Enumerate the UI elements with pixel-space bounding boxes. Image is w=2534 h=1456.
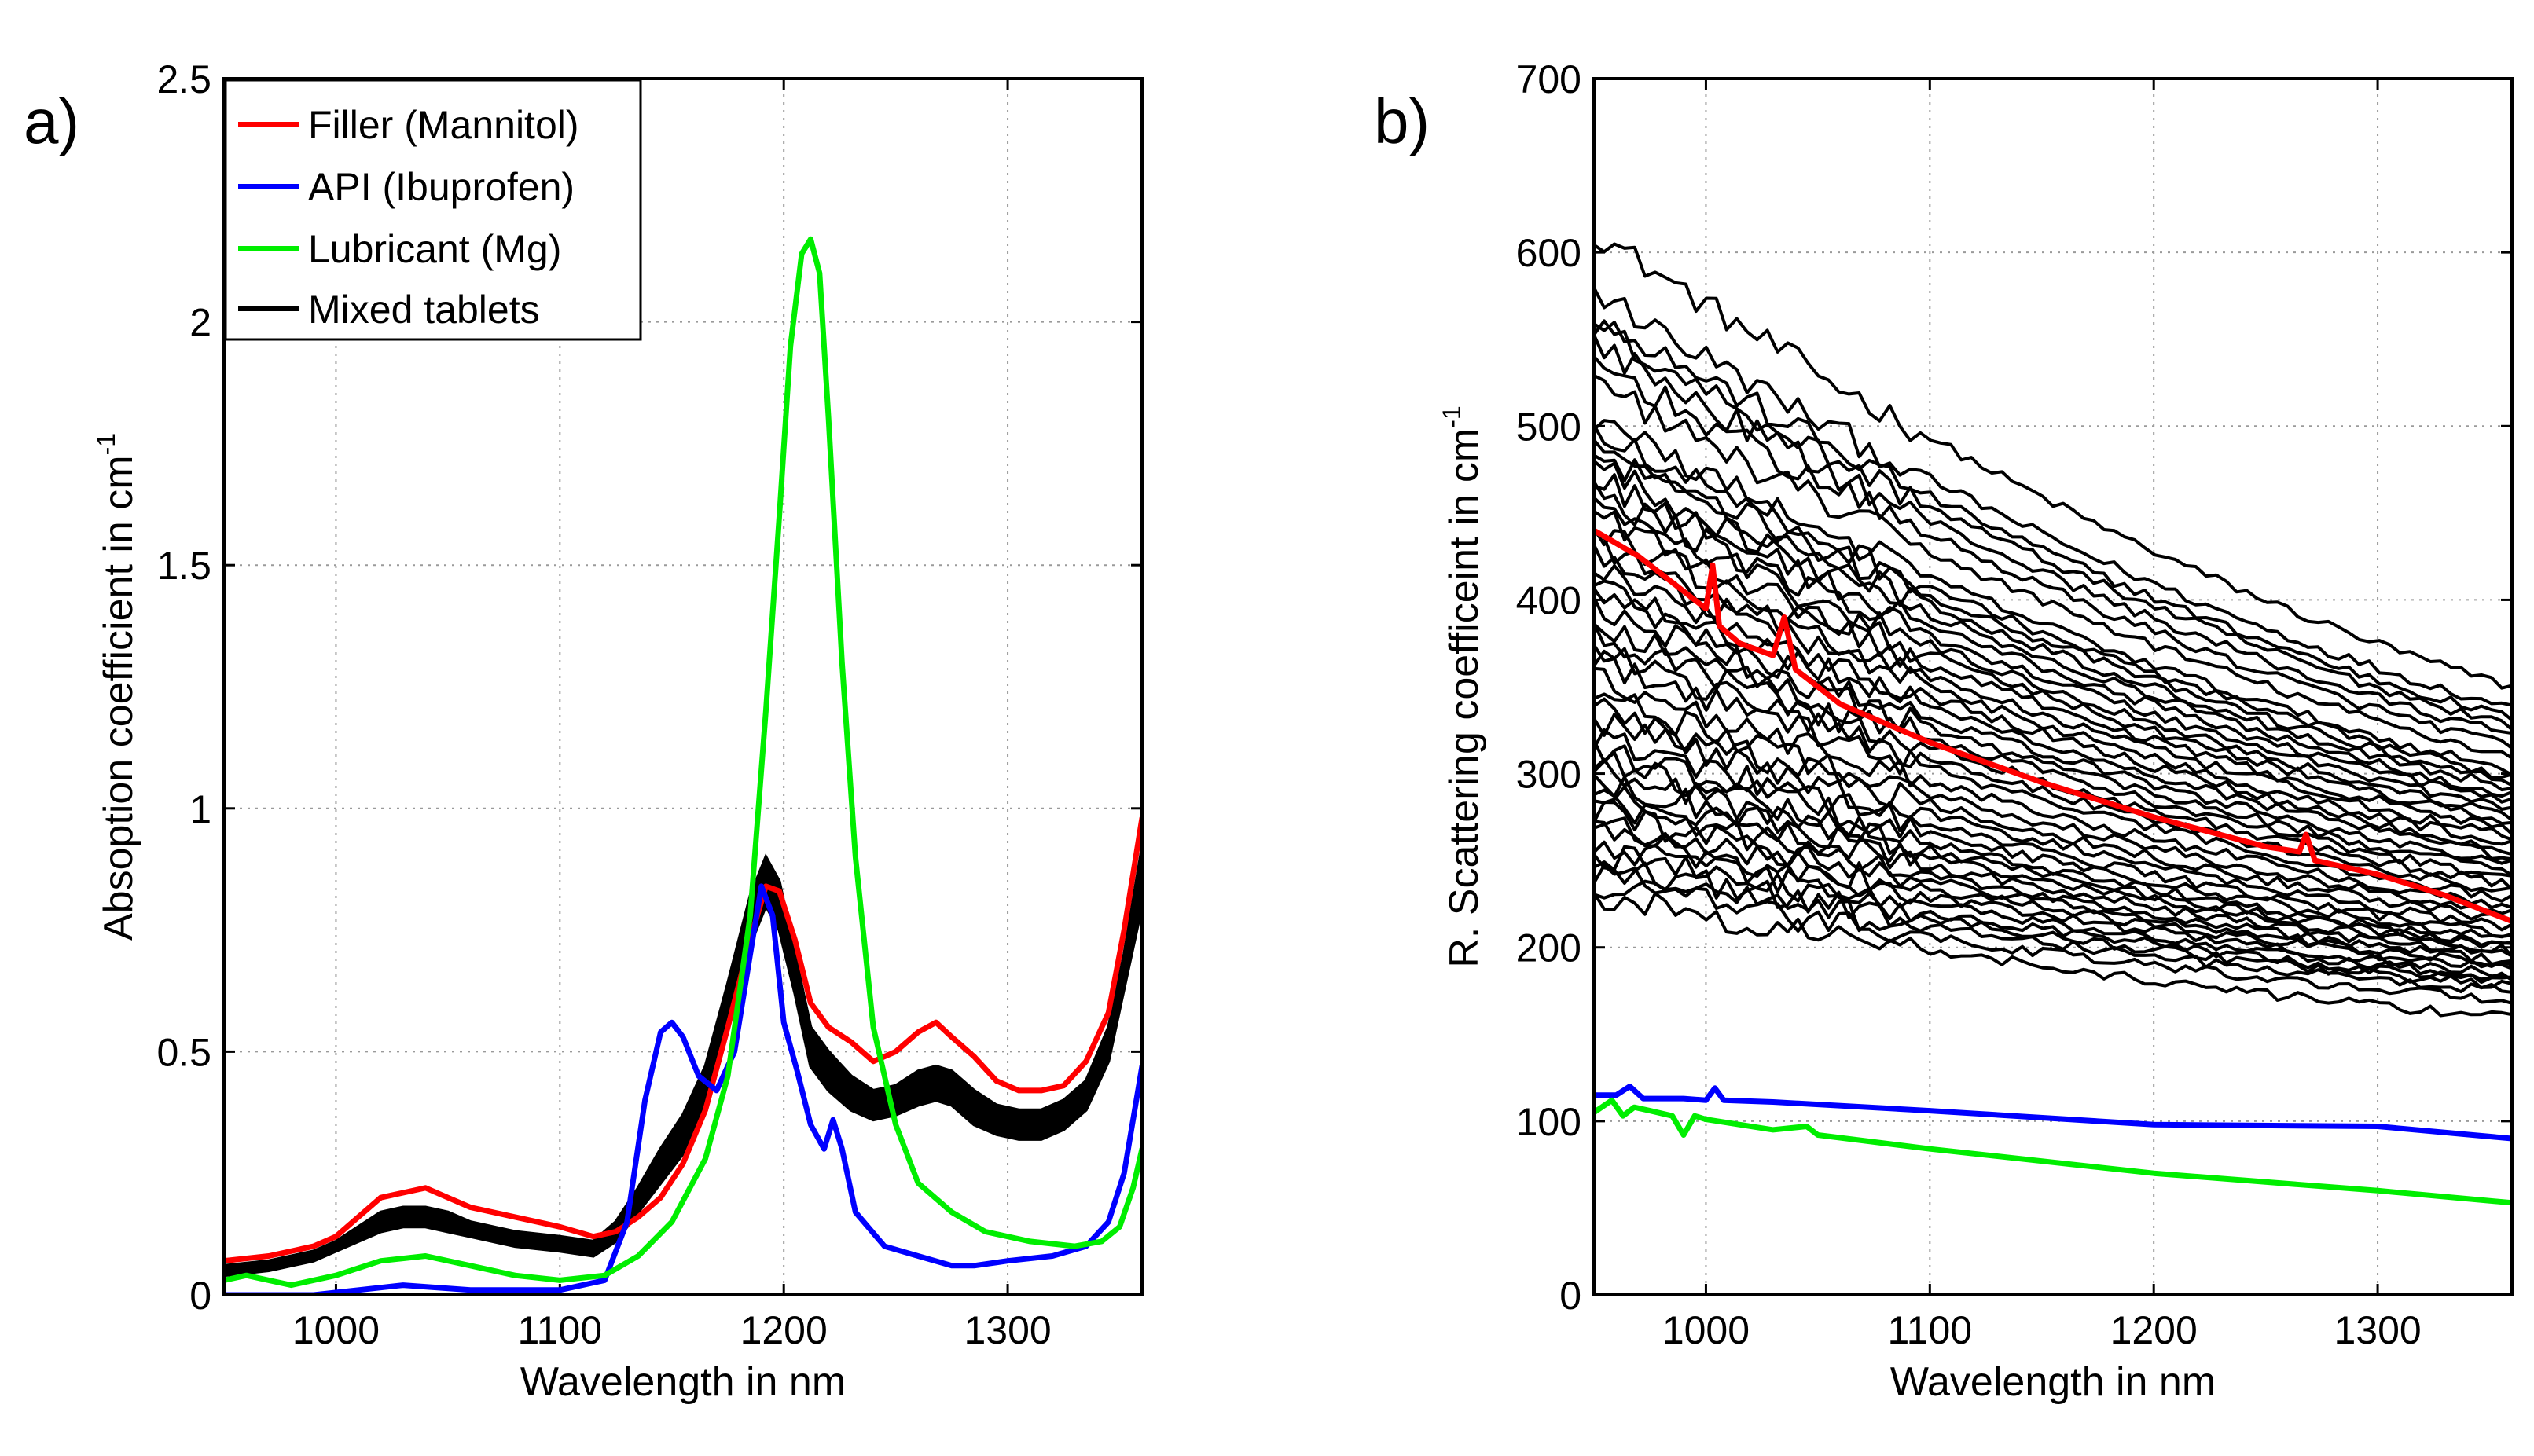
series-mixed-tablets-line (1594, 527, 2512, 835)
panel-a: a) 1000 1100 1200 1300 0 0.5 1 1.5 2 2.5 Waveleng… (24, 57, 1144, 1405)
series-mixed-tablets-line (1594, 319, 2512, 732)
series-mixed-tablets-line (1594, 697, 2512, 924)
y-tick-label: 1 (189, 787, 211, 831)
series-api-ibuprofen-line (1594, 1084, 2512, 1142)
y-tick-label: 700 (1516, 57, 1581, 101)
series-mixed-tablets-line (1594, 891, 2512, 1018)
series-lubricant-mg-line (1594, 1097, 2512, 1206)
series-mixed-tablets-line (1594, 321, 2512, 721)
series-mixed-tablets-line (1594, 879, 2512, 1005)
panel-b-tick-labels: 1000 1100 1200 1300 0 100 200 300 400 500 600 700 (1516, 57, 2422, 1352)
y-tick-label: 0 (1559, 1274, 1581, 1318)
panel-b-grid (1594, 78, 2512, 1296)
series-mixed-tablets-line (1594, 864, 2512, 994)
x-tick-label: 1000 (1662, 1308, 1750, 1352)
panel-b-label: b) (1374, 86, 1430, 156)
panel-a-axes-frame (222, 77, 1144, 1296)
series-mixed-tablets-line (1594, 845, 2512, 985)
panel-a-x-axis-label: Wavelength in nm (520, 1359, 846, 1405)
series-api-ibuprofen-line (224, 883, 1142, 1295)
series-mixed-tablets-line (1594, 644, 2512, 893)
series-mixed-tablets-line (1594, 773, 2512, 958)
x-tick-label: 1300 (964, 1308, 1051, 1352)
series-mixed-tablets-line (1594, 424, 2512, 779)
series-mixed-tablets-line (1594, 622, 2512, 878)
y-tick-label: 300 (1516, 753, 1581, 797)
series-mixed-tablets-line (1594, 481, 2512, 811)
series-mixed-tablets-line (1594, 544, 2512, 846)
panel-b-y-axis-label-superscript: -1 (1438, 405, 1466, 427)
series-mixed-tablets-line (1594, 860, 2512, 989)
series-mixed-tablets-line (1594, 596, 2512, 877)
series-mixed-tablets-line (1594, 334, 2512, 735)
y-tick-label: 0 (189, 1274, 211, 1318)
series-mixed-tablets-line (1594, 453, 2512, 792)
series-mixed-tablets-line (1594, 820, 2512, 981)
y-tick-label: 400 (1516, 578, 1581, 622)
panel-b: b) 1000 1100 1200 1300 0 100 200 300 400 500 600 70… (1374, 57, 2514, 1405)
series-filler-mannitol-line (1594, 527, 2512, 924)
y-tick-label: 500 (1516, 405, 1581, 449)
series-mixed-tablets-line (1594, 666, 2512, 910)
series-mixed-tablets-line (1594, 473, 2512, 804)
series-mixed-tablets-line (1594, 649, 2512, 903)
panel-a-tick-labels: 1000 1100 1200 1300 0 0.5 1 1.5 2 2.5 (156, 57, 1051, 1352)
legend-label-filler: Filler (Mannitol) (308, 103, 579, 147)
series-mixed-tablets-line (1594, 496, 2512, 822)
panel-a-legend: Filler (Mannitol) API (Ibuprofen) Lubric… (224, 79, 642, 341)
panel-b-axes-frame (1592, 77, 2514, 1296)
panel-b-plot-area (1594, 242, 2512, 1206)
series-lubricant-mg-line (224, 236, 1142, 1289)
series-mixed-tablets-band (224, 846, 1142, 1278)
panel-b-x-axis-label: Wavelength in nm (1890, 1359, 2216, 1405)
y-tick-label: 2 (189, 301, 211, 345)
series-mixed-tablets-line (1594, 374, 2512, 760)
panel-a-y-axis-label-superscript: -1 (92, 433, 120, 455)
series-mixed-tablets-line (1594, 355, 2512, 750)
legend-label-mixed: Mixed tablets (308, 288, 540, 332)
y-tick-label: 600 (1516, 231, 1581, 275)
x-tick-label: 1200 (2110, 1308, 2198, 1352)
panel-a-y-axis-label: Absoption coefficient in cm-1 (92, 433, 141, 941)
series-mixed-tablets-line (1594, 242, 2512, 690)
panel-a-label: a) (24, 86, 79, 156)
series-mixed-tablets-line (1594, 757, 2512, 949)
panel-b-y-axis-label-text: R. Scattering coefficeint in cm (1441, 428, 1487, 968)
series-mixed-tablets-line (1594, 564, 2512, 856)
x-tick-label: 1000 (292, 1308, 380, 1352)
y-tick-label: 1.5 (156, 544, 211, 588)
legend-label-lubricant: Lubricant (Mg) (308, 227, 561, 271)
y-tick-label: 0.5 (156, 1030, 211, 1074)
panel-a-grid (224, 78, 1142, 1296)
y-tick-label: 200 (1516, 926, 1581, 970)
y-tick-label: 100 (1516, 1100, 1581, 1144)
x-tick-label: 1200 (740, 1308, 828, 1352)
x-tick-label: 1100 (518, 1308, 603, 1352)
series-mixed-tablets-line (1594, 816, 2512, 970)
x-tick-label: 1300 (2334, 1308, 2421, 1352)
series-mixed-tablets-line (1594, 728, 2512, 938)
series-mixed-tablets-line (1594, 788, 2512, 967)
legend-label-api: API (Ibuprofen) (308, 165, 575, 209)
panel-a-y-axis-label-text: Absoption coefficient in cm (96, 455, 141, 941)
panel-b-y-axis-label: R. Scattering coefficeint in cm-1 (1438, 405, 1487, 967)
y-tick-label: 2.5 (156, 57, 211, 101)
series-mixed-tablets-line (1594, 785, 2512, 958)
series-mixed-tablets-line (1594, 692, 2512, 915)
series-mixed-tablets-line (1594, 509, 2512, 826)
series-mixed-tablets-line (1594, 286, 2512, 707)
series-mixed-tablets-line (1594, 460, 2512, 798)
series-mixed-tablets-line (1594, 529, 2512, 842)
series-mixed-tablets-line (1594, 713, 2512, 932)
panel-a-plot-area (224, 236, 1142, 1295)
x-tick-label: 1100 (1888, 1308, 1973, 1352)
